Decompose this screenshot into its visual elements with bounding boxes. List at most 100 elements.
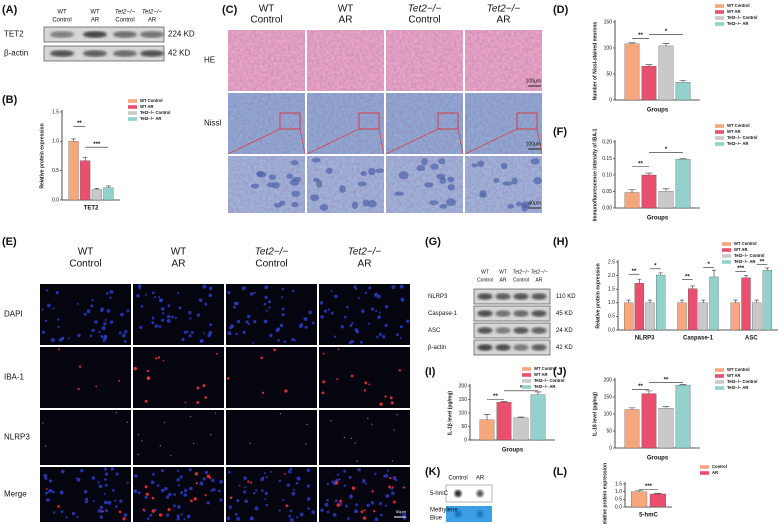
nucleus (288, 514, 292, 518)
zoom-line (536, 128, 543, 155)
nucleus (121, 333, 126, 338)
column-header: AR (497, 15, 511, 26)
nucleus (218, 489, 221, 493)
bar (624, 43, 640, 101)
nucleus (233, 301, 238, 306)
nlrp3-signal (396, 413, 398, 416)
microglia (389, 396, 393, 400)
nucleus (91, 328, 95, 333)
y-tick-label: 200 (604, 377, 613, 383)
error-bar (626, 299, 631, 303)
nucleus (228, 505, 232, 509)
column-header: AR (172, 259, 186, 270)
legend-label: Tet2−/− Control (727, 135, 757, 140)
nucleus (277, 338, 280, 342)
blot-strip (473, 305, 551, 322)
column-header: AR (339, 15, 353, 26)
panel-label: (E) (2, 236, 17, 248)
nucleus (183, 517, 186, 521)
blot-band (113, 50, 137, 57)
protein-name: β-actin (4, 49, 28, 58)
nucleus (154, 324, 159, 328)
y-axis-label: Immunofluorescence intensity of IBA-1 (592, 128, 598, 221)
microglia (193, 497, 197, 501)
nucleus (207, 502, 210, 505)
y-tick-label: 150 (604, 394, 613, 400)
nucleus (83, 490, 88, 494)
bar (641, 393, 657, 449)
nucleus (254, 506, 259, 511)
panel-label: (I) (425, 366, 436, 378)
nucleus (249, 517, 253, 520)
nucleus (174, 316, 178, 320)
significance-label: * (520, 385, 523, 391)
nucleus (282, 498, 285, 502)
nucleus (293, 488, 296, 492)
nucleus (136, 294, 140, 298)
column-header: Control (255, 259, 287, 270)
nucleus (53, 511, 56, 514)
neuron (339, 185, 346, 193)
error-bar (690, 285, 695, 289)
microglia (398, 369, 402, 372)
lane-header: Tet2−/− (115, 10, 136, 16)
nucleus (52, 490, 55, 494)
nucleus (383, 474, 387, 478)
nucleus (76, 302, 79, 305)
microglia (204, 494, 207, 497)
nucleus (402, 512, 407, 517)
error-bar (483, 414, 491, 420)
nlrp3-signal (126, 421, 129, 424)
error-bar (662, 406, 670, 409)
y-tick-label: 0.0 (615, 504, 622, 510)
nlrp3-signal (305, 443, 307, 445)
nucleus (287, 469, 292, 474)
nucleus (211, 478, 215, 483)
nucleus (144, 495, 148, 500)
nucleus (281, 313, 285, 317)
nucleus (111, 489, 115, 492)
nucleus (306, 468, 311, 473)
nucleus (330, 311, 334, 315)
microglia (226, 377, 230, 380)
nucleus (179, 475, 183, 479)
band-size: 42 KD (168, 49, 190, 58)
nucleus (355, 503, 359, 507)
neuron (507, 204, 515, 209)
nlrp3-signal (367, 417, 369, 420)
neuron (471, 163, 478, 168)
nucleus (60, 510, 64, 514)
microglia (95, 385, 98, 388)
nucleus (202, 477, 206, 481)
nucleus (245, 320, 249, 324)
legend-swatch (128, 117, 137, 121)
legend-label: Tet2−/− Control (727, 379, 757, 384)
error-bar (94, 187, 100, 190)
nucleus (101, 336, 104, 339)
nucleus (89, 334, 93, 338)
nucleus (187, 310, 192, 315)
bar (103, 187, 114, 201)
significance-label: ** (632, 269, 637, 275)
y-tick-label: 0 (464, 437, 467, 443)
error-bar (645, 64, 653, 67)
significance-label: * (665, 29, 668, 35)
neuron (521, 203, 529, 212)
microglia (363, 509, 366, 512)
blot-band (513, 344, 529, 351)
nucleus (374, 472, 377, 476)
neuron (367, 199, 377, 208)
nucleus (343, 484, 346, 487)
nucleus (291, 289, 295, 293)
lane-header: AR (500, 277, 507, 283)
fluorescence-image (133, 347, 224, 408)
nucleus (370, 501, 375, 505)
nucleus (167, 304, 171, 308)
microglia (362, 516, 367, 520)
nucleus (204, 302, 208, 306)
nucleus (247, 314, 251, 319)
nucleus (180, 513, 183, 516)
panel-label: (B) (2, 94, 18, 106)
neuron (421, 157, 428, 166)
